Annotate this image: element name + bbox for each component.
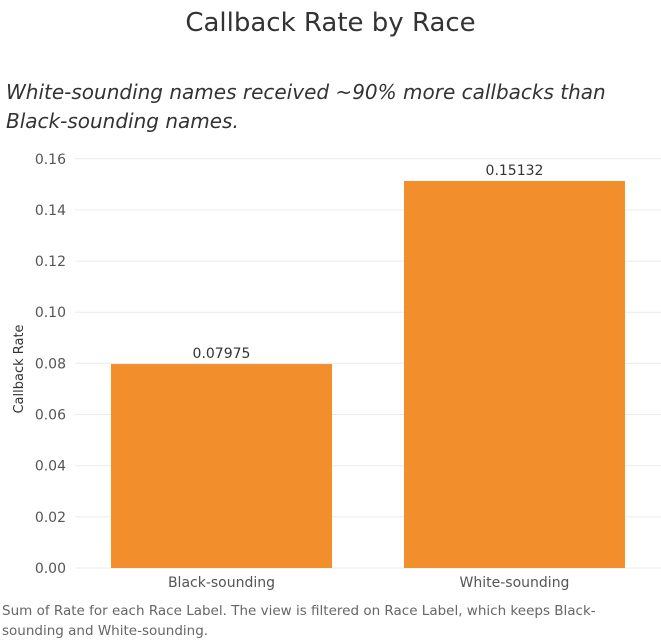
x-axis-categories: Black-sounding White-sounding — [168, 575, 569, 591]
y-axis-ticks: 0.00 0.02 0.04 0.06 0.08 0.10 0.12 0.14 0.16 — [35, 152, 66, 577]
bar-chart: 0.00 0.02 0.04 0.06 0.08 0.10 0.12 0.14 0.16 0.0… — [12, 152, 661, 591]
x-category-label: Black-sounding — [168, 575, 275, 591]
bar-white-sounding — [404, 180, 625, 568]
chart-subtitle: White-sounding names received ~90% more … — [6, 80, 606, 133]
y-tick-label: 0.06 — [35, 408, 66, 424]
y-axis-label: Callback Rate — [12, 324, 27, 413]
y-tick-label: 0.04 — [35, 459, 66, 475]
bar-black-sounding — [111, 364, 332, 568]
y-tick-label: 0.08 — [35, 356, 66, 372]
y-tick-label: 0.12 — [35, 254, 66, 270]
y-tick-label: 0.02 — [35, 510, 66, 526]
x-category-label: White-sounding — [460, 575, 570, 591]
y-tick-label: 0.10 — [35, 305, 66, 321]
chart-title: Callback Rate by Race — [185, 8, 476, 38]
bars — [111, 180, 625, 568]
bar-value-label: 0.15132 — [486, 163, 544, 179]
y-tick-label: 0.16 — [35, 152, 66, 168]
footnote: Sum of Rate for each Race Label. The vie… — [2, 603, 596, 639]
data-labels: 0.07975 0.15132 — [193, 163, 544, 362]
y-tick-label: 0.14 — [35, 203, 66, 219]
y-tick-label: 0.00 — [35, 561, 66, 577]
bar-value-label: 0.07975 — [193, 346, 251, 362]
